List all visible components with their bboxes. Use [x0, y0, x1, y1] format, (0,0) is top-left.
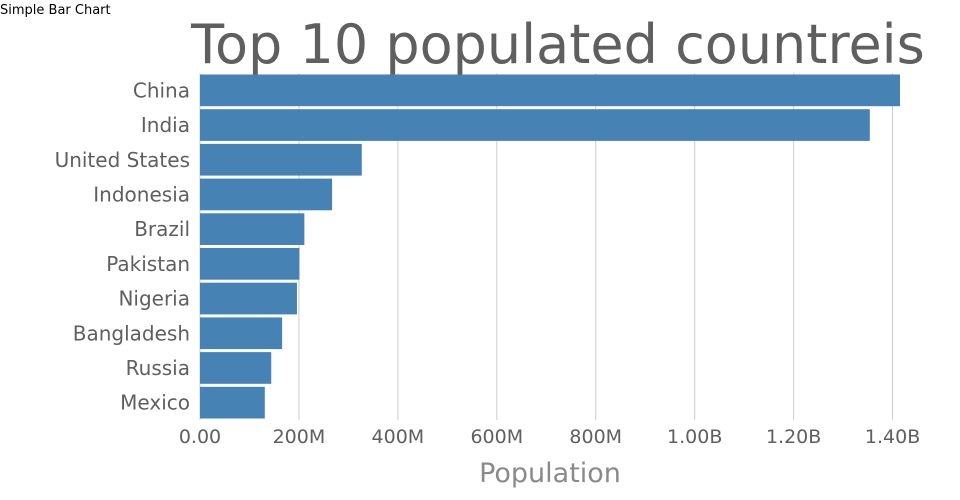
- category-label: Bangladesh: [73, 321, 190, 345]
- category-label: India: [141, 113, 190, 137]
- bars: [200, 74, 900, 419]
- bar: [200, 213, 305, 245]
- category-label: Nigeria: [118, 287, 190, 311]
- category-label: China: [133, 78, 190, 102]
- bar: [200, 352, 272, 384]
- category-label: Russia: [126, 356, 190, 380]
- bar: [200, 386, 265, 419]
- chart-title: Top 10 populated countreis: [190, 13, 925, 76]
- x-tick-label: 600M: [470, 426, 523, 448]
- bar: [200, 109, 870, 141]
- x-tick-label: 1.40B: [865, 426, 920, 448]
- bar: [200, 282, 297, 315]
- bar: [200, 74, 900, 107]
- category-label: Brazil: [134, 217, 190, 241]
- category-label: Indonesia: [93, 182, 190, 206]
- x-tick-label: 1.20B: [766, 426, 821, 448]
- x-tick-label: 1.00B: [667, 426, 722, 448]
- category-label: Pakistan: [106, 252, 190, 276]
- x-tick-label: 800M: [569, 426, 622, 448]
- x-tick-label: 0.00: [179, 426, 221, 448]
- page-label: Simple Bar Chart: [0, 3, 111, 18]
- category-labels: China India United States Indonesia Brazil Pa…: [55, 78, 190, 414]
- bar: [200, 178, 333, 211]
- category-label: Mexico: [120, 391, 190, 415]
- x-tick-labels: 0.00 200M 400M 600M 800M 1.00B 1.20B 1.40B: [179, 426, 920, 448]
- bar: [200, 248, 300, 280]
- bar: [200, 317, 283, 350]
- x-tick-label: 400M: [372, 426, 425, 448]
- category-label: United States: [55, 148, 190, 172]
- x-axis-title: Population: [479, 458, 621, 489]
- x-tick-label: 200M: [273, 426, 326, 448]
- gridlines: [199, 73, 894, 420]
- bar: [200, 143, 362, 176]
